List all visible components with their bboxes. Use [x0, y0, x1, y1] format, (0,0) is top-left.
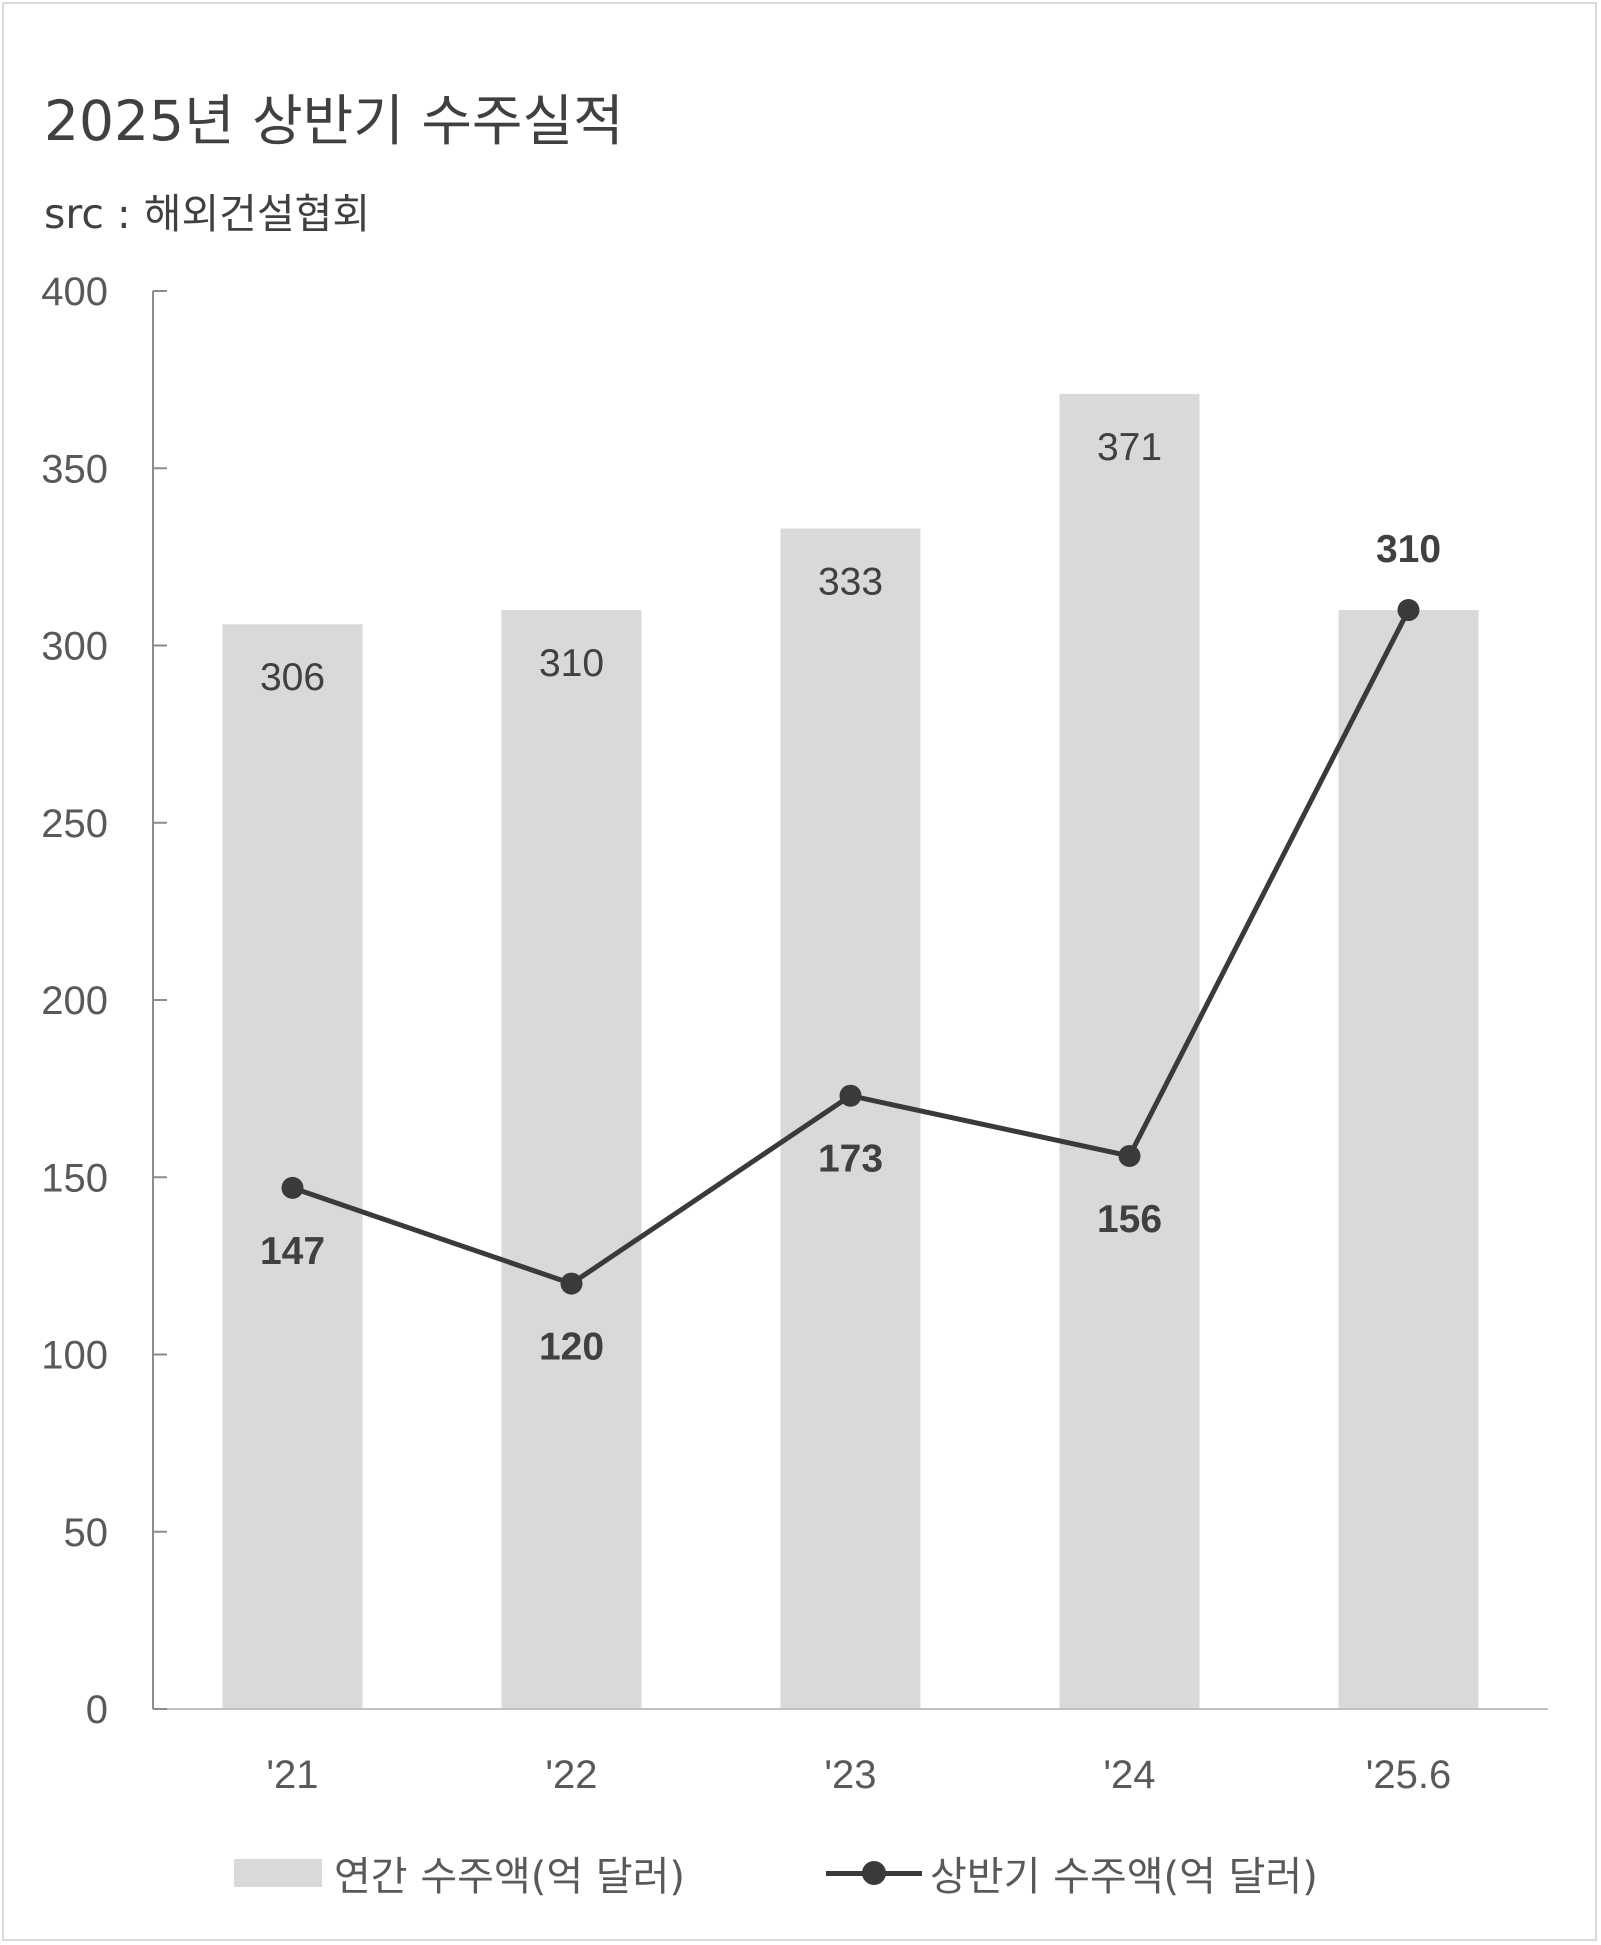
- legend-label-half: 상반기 수주액(억 달러): [930, 1854, 1318, 1900]
- line-label-0: 147: [260, 1230, 325, 1273]
- x-tick-label-3: '24: [1103, 1753, 1155, 1797]
- y-tick-label-4: 200: [41, 979, 108, 1023]
- bar-series: [222, 393, 1479, 1710]
- line-label-3: 156: [1097, 1198, 1162, 1241]
- line-point-4: [1397, 599, 1420, 622]
- y-tick-label-3: 150: [41, 1156, 108, 1200]
- line-point-3: [1118, 1144, 1141, 1167]
- legend-bar-swatch: [234, 1859, 322, 1887]
- bar-0: [222, 624, 363, 1709]
- y-tick-label-8: 400: [41, 270, 108, 314]
- bar-label-3: 371: [1097, 426, 1162, 469]
- line-label-4: 310: [1376, 528, 1441, 571]
- y-tick-label-7: 350: [41, 447, 108, 491]
- line-point-0: [281, 1176, 304, 1199]
- line-labels: 147 120 173 156 310: [260, 528, 1441, 1369]
- chart-title: 2025년 상반기 수주실적: [44, 89, 624, 153]
- legend: 연간 수주액(억 달러) 상반기 수주액(억 달러): [0, 1843, 1601, 1903]
- line-label-1: 120: [539, 1326, 604, 1369]
- bar-label-2: 333: [818, 561, 883, 604]
- bar-label-1: 310: [539, 642, 604, 685]
- y-tick-label-2: 100: [41, 1334, 108, 1378]
- legend-line-swatch: [826, 1859, 922, 1887]
- x-tick-label-0: '21: [266, 1753, 318, 1797]
- legend-item-half: 상반기 수주액(억 달러): [826, 1843, 1318, 1903]
- x-tick-label-2: '23: [824, 1753, 876, 1797]
- line-series: [281, 599, 1420, 1295]
- x-axis-ticks: '21 '22 '23 '24 '25.6: [266, 1753, 1451, 1797]
- legend-label-annual: 연간 수주액(억 달러): [334, 1854, 686, 1900]
- bar-2: [780, 528, 921, 1709]
- bar-label-0: 306: [260, 656, 325, 699]
- chart-subtitle: src : 해외건설협회: [44, 190, 371, 238]
- bar-3: [1059, 393, 1200, 1710]
- line-point-1: [560, 1272, 583, 1295]
- x-tick-label-4: '25.6: [1366, 1753, 1452, 1797]
- bar-labels: 306 310 333 371: [260, 426, 1162, 699]
- y-axis-ticks: 0 50 100 150 200 250 300 350 400: [41, 270, 167, 1732]
- line-label-2: 173: [818, 1138, 883, 1181]
- line-point-2: [839, 1084, 862, 1107]
- y-tick-label-6: 300: [41, 625, 108, 669]
- y-tick-label-1: 50: [64, 1511, 109, 1555]
- legend-item-annual: 연간 수주액(억 달러): [234, 1843, 685, 1903]
- bar-1: [501, 610, 642, 1709]
- x-tick-label-1: '22: [545, 1753, 597, 1797]
- bar-4: [1338, 610, 1479, 1709]
- y-tick-label-5: 250: [41, 802, 108, 846]
- y-tick-label-0: 0: [86, 1688, 108, 1732]
